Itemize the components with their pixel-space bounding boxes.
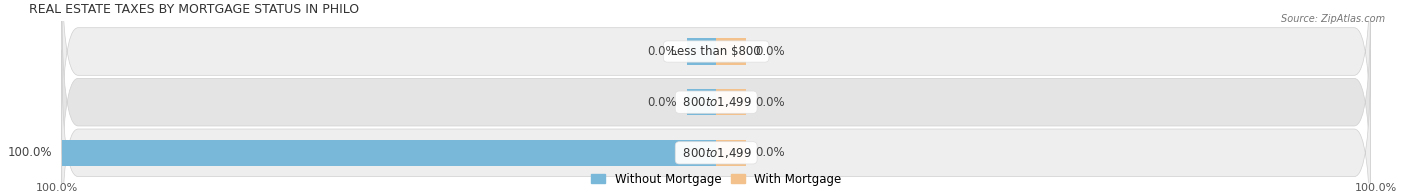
Text: 0.0%: 0.0%	[755, 45, 785, 58]
FancyBboxPatch shape	[62, 0, 1371, 154]
Text: 100.0%: 100.0%	[1354, 183, 1396, 193]
Text: 0.0%: 0.0%	[755, 96, 785, 109]
FancyBboxPatch shape	[62, 50, 1371, 196]
Text: 100.0%: 100.0%	[35, 183, 77, 193]
Legend: Without Mortgage, With Mortgage: Without Mortgage, With Mortgage	[586, 168, 846, 190]
Bar	[716, 140, 745, 166]
Bar	[716, 38, 745, 65]
Bar	[686, 89, 716, 115]
Text: Source: ZipAtlas.com: Source: ZipAtlas.com	[1281, 14, 1385, 24]
Bar	[716, 89, 745, 115]
Bar	[62, 140, 716, 166]
Text: 0.0%: 0.0%	[647, 96, 676, 109]
Text: 100.0%: 100.0%	[7, 146, 52, 159]
Text: $800 to $1,499: $800 to $1,499	[679, 146, 754, 160]
FancyBboxPatch shape	[62, 0, 1371, 196]
Bar	[686, 38, 716, 65]
Text: REAL ESTATE TAXES BY MORTGAGE STATUS IN PHILO: REAL ESTATE TAXES BY MORTGAGE STATUS IN …	[30, 3, 360, 16]
Text: Less than $800: Less than $800	[668, 45, 765, 58]
Text: 0.0%: 0.0%	[647, 45, 676, 58]
Text: $800 to $1,499: $800 to $1,499	[679, 95, 754, 109]
Text: 0.0%: 0.0%	[755, 146, 785, 159]
